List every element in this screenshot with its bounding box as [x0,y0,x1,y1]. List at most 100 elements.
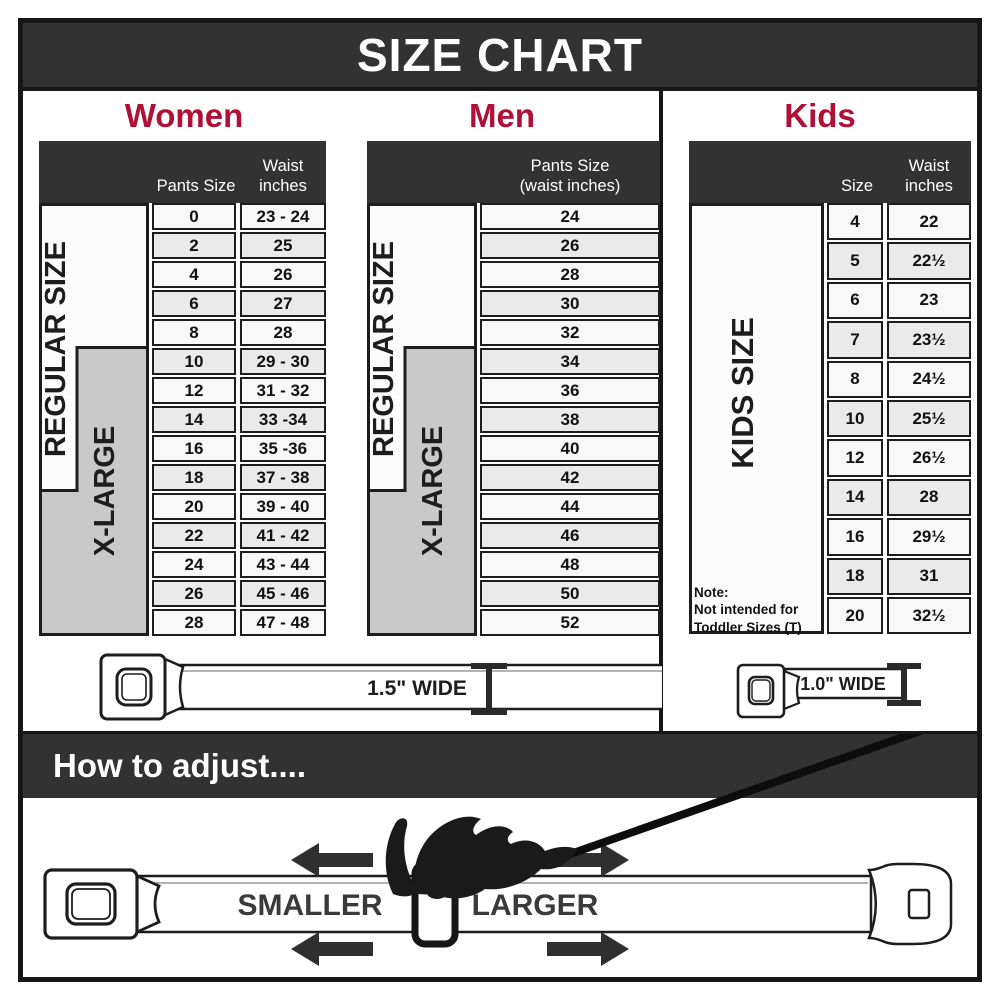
kids-size-range-labels: KIDS SIZE Note: Not intended for Toddler… [689,203,824,639]
kids-table-header: Size Waist inches [689,141,971,203]
pants-size-cell: 14 [152,406,236,433]
women-header-size: Pants Size [156,176,236,195]
regular-size-label: REGULAR SIZE [368,241,400,457]
pants-size-cell: 48 [480,551,660,578]
belt-width-label: 1.5" WIDE [367,677,467,700]
pants-size-cell: 28 [152,609,236,636]
women-table-header: Pants Size Waist inches [39,141,326,203]
pants-size-cell: 12 [152,377,236,404]
waist-cell: 27 [240,290,326,317]
pants-size-cell: 8 [152,319,236,346]
pants-size-cell: 40 [480,435,660,462]
waist-cell: 41 - 42 [240,522,326,549]
men-size-range-labels: REGULAR SIZE X-LARGE [367,203,477,641]
seatbelt-buckle-icon [736,663,801,719]
pants-size-cell: 4 [152,261,236,288]
pants-size-cell: 2 [152,232,236,259]
size-cell: 7 [827,321,883,359]
size-cell: 16 [827,518,883,556]
waist-cell: 45 - 46 [240,580,326,607]
pants-size-cell: 44 [480,493,660,520]
men-rows: 24 26 28 30 32 34 [480,203,660,641]
size-cell: 6 [827,281,883,320]
pants-size-cell: 38 [480,406,660,433]
men-table-header: Pants Size (waist inches) [367,141,660,203]
men-section: Men Pants Size (waist inches) [345,91,660,731]
men-header-size: Pants Size (waist inches) [519,157,621,195]
waist-cell: 33 -34 [240,406,326,433]
pants-size-cell: 24 [480,203,660,230]
xlarge-label: X-LARGE [417,426,449,557]
waist-cell: 47 - 48 [240,609,326,636]
pants-size-cell: 10 [152,348,236,375]
adjust-illustration-panel [23,798,977,977]
waist-cell: 29 - 30 [240,348,326,375]
pants-size-cell: 20 [152,493,236,520]
kids-title: Kids [784,97,856,134]
pants-size-cell: 22 [152,522,236,549]
how-to-adjust-section: How to adjust.... [23,734,977,977]
pants-size-cell: 50 [480,580,660,607]
women-rows: 0 23 - 24 2 25 4 26 6 27 [152,203,326,641]
kids-table: Size Waist inches KIDS SIZE Note: [689,141,977,639]
waist-cell: 23½ [887,321,971,359]
pants-size-cell: 24 [152,551,236,578]
kids-note: Note: Not intended for Toddler Sizes (T) [694,585,802,635]
size-cell: 4 [827,203,883,241]
size-cell: 5 [827,242,883,280]
pants-size-cell: 30 [480,290,660,317]
pants-size-cell: 32 [480,319,660,346]
waist-cell: 28 [887,478,971,517]
pants-size-cell: 0 [152,203,236,230]
pants-size-cell: 36 [480,377,660,404]
women-range-graphic: REGULAR SIZE X-LARGE [39,203,149,636]
pants-size-cell: 18 [152,464,236,491]
kids-belt-illustration: 1.0" WIDE [735,657,935,726]
width-measure-icon [887,663,921,706]
pants-size-cell: 26 [152,580,236,607]
kids-range-graphic: KIDS SIZE [689,203,824,634]
size-chart-sheet: SIZE CHART Women Pants Size Waist inches [18,18,982,982]
pants-size-cell: 34 [480,348,660,375]
size-cell: 10 [827,399,883,438]
size-cell: 14 [827,478,883,517]
pants-size-cell: 28 [480,261,660,288]
waist-cell: 24½ [887,360,971,398]
page-title: SIZE CHART [357,29,643,81]
width-measure-icon [471,663,507,715]
pants-size-cell: 26 [480,232,660,259]
size-cell: 18 [827,557,883,595]
waist-cell: 28 [240,319,326,346]
waist-cell: 22 [887,203,971,241]
waist-cell: 26½ [887,439,971,477]
waist-cell: 35 -36 [240,435,326,462]
kids-panel: Kids Size Waist inches KIDS SIZE [663,91,977,731]
xlarge-box [39,346,149,636]
adjust-heading: How to adjust.... [53,747,306,784]
waist-cell: 26 [240,261,326,288]
adult-belt-illustration: 1.5" WIDE [97,651,669,730]
waist-cell: 32½ [887,596,971,635]
xlarge-label: X-LARGE [89,426,121,557]
waist-cell: 23 [887,281,971,320]
women-section: Women Pants Size Waist inches [23,91,345,731]
waist-cell: 25½ [887,399,971,438]
adjust-heading-bar: How to adjust.... [23,734,977,798]
waist-cell: 31 [887,557,971,595]
waist-cell: 37 - 38 [240,464,326,491]
main-area: Women Pants Size Waist inches [23,91,977,734]
xlarge-box [367,346,477,636]
adult-panel: Women Pants Size Waist inches [23,91,669,731]
waist-cell: 22½ [887,242,971,280]
women-header-waist: Waist inches [259,157,307,195]
kids-header-size: Size [840,176,874,195]
men-title: Men [469,97,535,134]
women-size-range-labels: REGULAR SIZE X-LARGE [39,203,149,641]
pants-size-cell: 6 [152,290,236,317]
regular-size-label: REGULAR SIZE [40,241,72,457]
pants-size-cell: 16 [152,435,236,462]
waist-cell: 31 - 32 [240,377,326,404]
men-table: Pants Size (waist inches) REGULAR SIZE X… [367,141,660,641]
kids-size-box [689,203,824,634]
women-table: Pants Size Waist inches REGULAR SIZE [39,141,345,641]
